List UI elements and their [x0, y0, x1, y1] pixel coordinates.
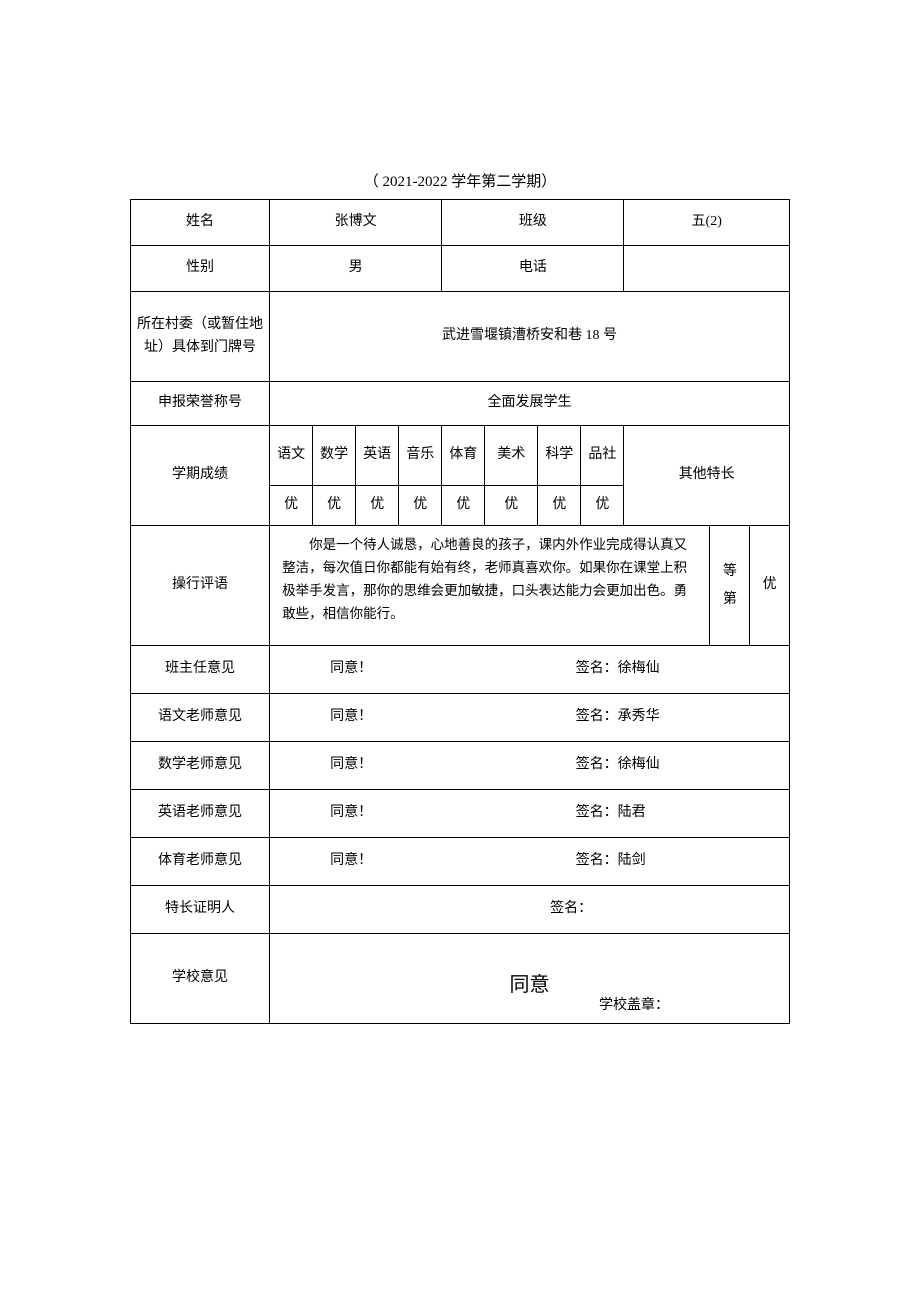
label-english-teacher: 英语老师意见 — [131, 790, 270, 838]
grade-chinese: 优 — [270, 486, 313, 526]
subject-chinese: 语文 — [270, 426, 313, 486]
subject-science: 科学 — [538, 426, 581, 486]
value-address: 武进雪堰镇漕桥安和巷 18 号 — [270, 292, 790, 382]
label-school-opinion: 学校意见 — [131, 934, 270, 1024]
head-teacher-opinion: 同意！ 签名：徐梅仙 — [270, 646, 790, 694]
math-teacher-agree: 同意！ — [330, 754, 372, 776]
subject-pe: 体育 — [442, 426, 485, 486]
chinese-teacher-agree: 同意！ — [330, 706, 372, 728]
pe-teacher-opinion: 同意！ 签名：陆剑 — [270, 838, 790, 886]
grade-pe: 优 — [442, 486, 485, 526]
label-head-teacher: 班主任意见 — [131, 646, 270, 694]
school-stamp-label: 学校盖章： — [599, 995, 669, 1017]
english-teacher-agree: 同意！ — [330, 802, 372, 824]
school-agree-text: 同意 — [276, 969, 783, 1001]
conduct-comment: 你是一个待人诚恳，心地善良的孩子，课内外作业完成得认真又整洁，每次值日你都能有始… — [270, 526, 710, 646]
label-math-teacher: 数学老师意见 — [131, 742, 270, 790]
student-info-table: 姓名 张博文 班级 五(2) 性别 男 电话 所在村委（或暂住地址）具体到门牌号… — [130, 199, 790, 1024]
label-gender: 性别 — [131, 246, 270, 292]
grade-music: 优 — [399, 486, 442, 526]
label-grade-level: 等第 — [710, 526, 750, 646]
document-title: （ 2021-2022 学年第二学期） — [130, 170, 790, 191]
head-teacher-agree: 同意！ — [330, 658, 372, 680]
value-phone — [624, 246, 790, 292]
label-chinese-teacher: 语文老师意见 — [131, 694, 270, 742]
value-name: 张博文 — [270, 200, 442, 246]
subject-society: 品社 — [581, 426, 624, 486]
value-gender: 男 — [270, 246, 442, 292]
grade-english: 优 — [356, 486, 399, 526]
label-honor: 申报荣誉称号 — [131, 382, 270, 426]
subject-music: 音乐 — [399, 426, 442, 486]
subject-art: 美术 — [485, 426, 538, 486]
value-class: 五(2) — [624, 200, 790, 246]
english-teacher-opinion: 同意！ 签名：陆君 — [270, 790, 790, 838]
chinese-teacher-opinion: 同意！ 签名：承秀华 — [270, 694, 790, 742]
pe-teacher-sign: 签名：陆剑 — [576, 850, 646, 872]
label-pe-teacher: 体育老师意见 — [131, 838, 270, 886]
label-semester-grades: 学期成绩 — [131, 426, 270, 526]
label-witness: 特长证明人 — [131, 886, 270, 934]
school-opinion: 同意 学校盖章： — [270, 934, 790, 1024]
chinese-teacher-sign: 签名：承秀华 — [576, 706, 660, 728]
pe-teacher-agree: 同意！ — [330, 850, 372, 872]
grade-science: 优 — [538, 486, 581, 526]
subject-math: 数学 — [313, 426, 356, 486]
grade-art: 优 — [485, 486, 538, 526]
subject-english: 英语 — [356, 426, 399, 486]
math-teacher-sign: 签名：徐梅仙 — [576, 754, 660, 776]
value-honor: 全面发展学生 — [270, 382, 790, 426]
label-conduct: 操行评语 — [131, 526, 270, 646]
witness-sign: 签名： — [270, 886, 790, 934]
label-class: 班级 — [442, 200, 624, 246]
label-other-talent: 其他特长 — [624, 426, 790, 526]
english-teacher-sign: 签名：陆君 — [576, 802, 646, 824]
head-teacher-sign: 签名：徐梅仙 — [576, 658, 660, 680]
grade-society: 优 — [581, 486, 624, 526]
label-name: 姓名 — [131, 200, 270, 246]
grade-math: 优 — [313, 486, 356, 526]
conduct-grade: 优 — [750, 526, 790, 646]
label-phone: 电话 — [442, 246, 624, 292]
label-address: 所在村委（或暂住地址）具体到门牌号 — [131, 292, 270, 382]
math-teacher-opinion: 同意！ 签名：徐梅仙 — [270, 742, 790, 790]
